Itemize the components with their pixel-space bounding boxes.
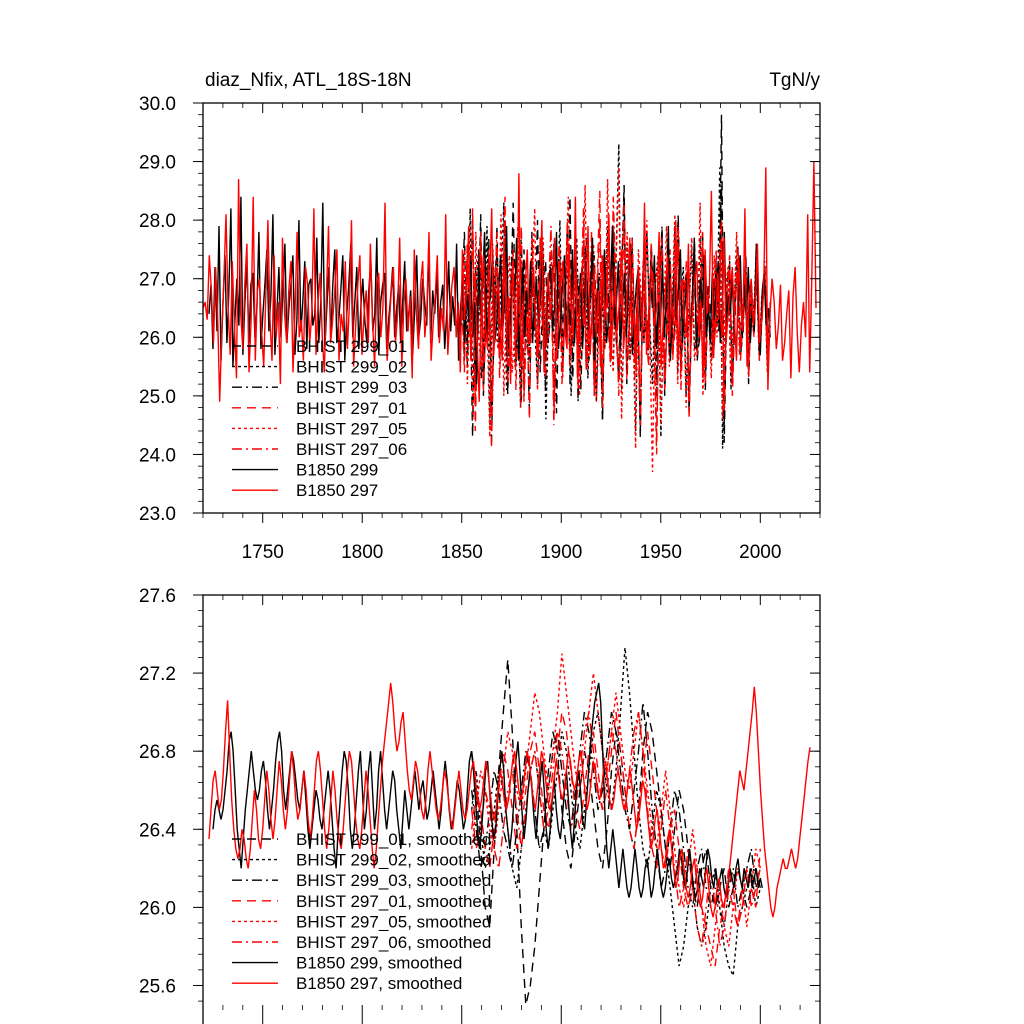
- legend-label-7: B1850 297, smoothed: [296, 974, 462, 993]
- y-tick-label-5: 28.0: [139, 211, 176, 232]
- legend-label-2: BHIST 299_03, smoothed: [296, 871, 491, 890]
- legend-label-1: BHIST 299_02, smoothed: [296, 851, 491, 870]
- legend-label-6: B1850 299, smoothed: [296, 954, 462, 973]
- y-tick-label-4: 27.2: [139, 664, 176, 685]
- bottom-plot-frame: [202, 594, 821, 1024]
- series-line-5: [461, 196, 771, 437]
- legend-label-7: B1850 297: [296, 481, 378, 500]
- series-line-7: [208, 682, 811, 918]
- series-line-7: [203, 161, 817, 402]
- legend-label-2: BHIST 299_03: [296, 378, 407, 397]
- bottom-panel: 25.6 26.0 26.4 26.8 27.2 27.6 BHIST 299_01, s…: [139, 586, 821, 1024]
- x-tick-label-3: 1900: [540, 542, 582, 563]
- y-tick-label-2: 25.0: [139, 387, 176, 408]
- bottom-ticks: 25.6 26.0 26.4 26.8 27.2 27.6: [139, 586, 821, 1024]
- x-tick-label-0: 1750: [242, 542, 284, 563]
- y-tick-label-7: 30.0: [139, 94, 176, 115]
- top-ticks: 1750 1800 1850 1900 1950 2000 23.0 24.0 25.0 26.0…: [139, 94, 821, 563]
- chart-title: diaz_Nfix, ATL_18S-18N: [205, 70, 412, 91]
- y-tick-label-0: 25.6: [139, 976, 176, 997]
- bottom-series-group: [208, 647, 811, 1005]
- legend-label-0: BHIST 299_01, smoothed: [296, 830, 491, 849]
- x-tick-label-1: 1800: [341, 542, 383, 563]
- y-tick-label-2: 26.4: [139, 820, 176, 841]
- x-tick-label-5: 2000: [739, 542, 781, 563]
- bottom-legend: BHIST 299_01, smoothed BHIST 299_02, smoo…: [232, 830, 491, 993]
- top-series-group: [203, 114, 817, 473]
- y-tick-label-1: 24.0: [139, 445, 176, 466]
- legend-label-4: BHIST 297_05, smoothed: [296, 912, 491, 931]
- legend-label-4: BHIST 297_05: [296, 419, 407, 438]
- top-panel: diaz_Nfix, ATL_18S-18N TgN/y 1750 1800 185…: [139, 70, 821, 563]
- legend-label-5: BHIST 297_06: [296, 440, 407, 459]
- legend-label-5: BHIST 297_06, smoothed: [296, 933, 491, 952]
- legend-label-6: B1850 299: [296, 461, 378, 480]
- x-tick-label-2: 1850: [441, 542, 483, 563]
- y-tick-label-6: 29.0: [139, 153, 176, 174]
- legend-label-3: BHIST 297_01: [296, 399, 407, 418]
- top-plot-frame: [202, 102, 821, 514]
- y-tick-label-3: 26.8: [139, 742, 176, 763]
- legend-label-3: BHIST 297_01, smoothed: [296, 892, 491, 911]
- series-line-0: [461, 114, 771, 443]
- legend-label-0: BHIST 299_01: [296, 337, 407, 356]
- legend-label-1: BHIST 299_02: [296, 358, 407, 377]
- series-line-4: [471, 653, 761, 967]
- x-tick-label-4: 1950: [640, 542, 682, 563]
- y-tick-label-3: 26.0: [139, 328, 176, 349]
- units-label: TgN/y: [769, 70, 820, 91]
- y-tick-label-4: 27.0: [139, 270, 176, 291]
- y-tick-label-5: 27.6: [139, 586, 176, 607]
- y-tick-label-1: 26.0: [139, 898, 176, 919]
- y-tick-label-0: 23.0: [139, 504, 176, 525]
